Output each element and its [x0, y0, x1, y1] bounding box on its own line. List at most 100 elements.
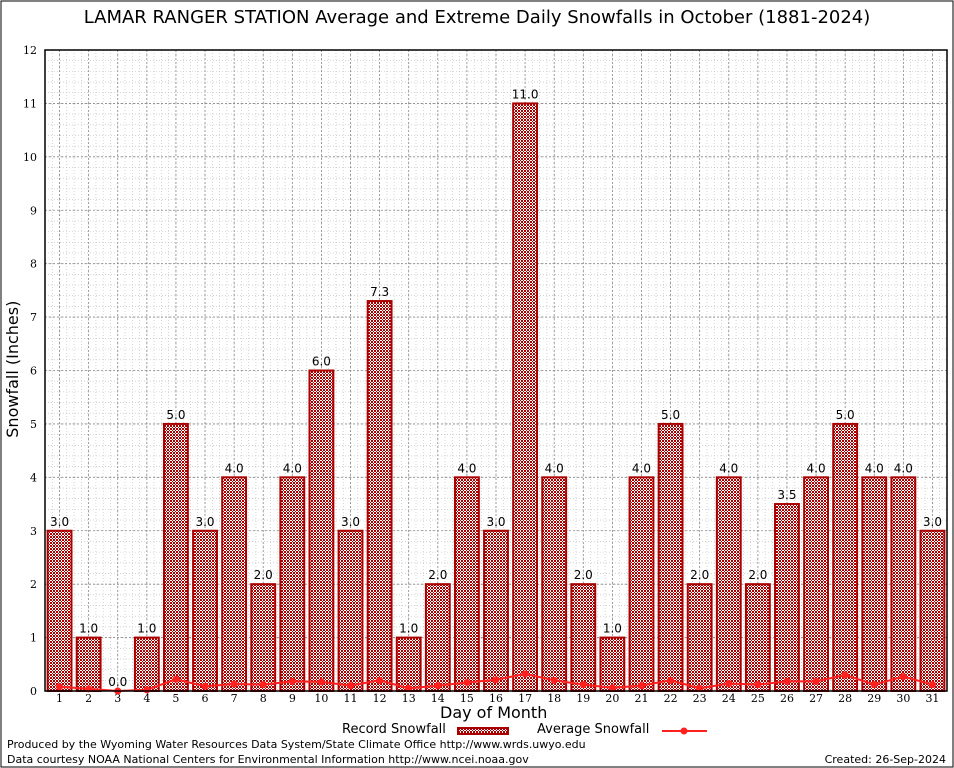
- legend-record-swatch: [457, 727, 509, 735]
- data-label: 4.0: [632, 461, 651, 475]
- data-label: 4.0: [457, 461, 476, 475]
- average-point-day-11: [347, 682, 355, 690]
- average-point-day-15: [463, 678, 471, 686]
- x-tick-label: 17: [518, 692, 532, 705]
- bar-record-day-30: [890, 476, 917, 693]
- x-tick-label: 5: [172, 692, 179, 705]
- bar-record-day-5: [163, 422, 189, 692]
- average-point-day-18: [550, 676, 558, 684]
- bar-record-day-29: [861, 476, 888, 693]
- y-tick-label: 10: [23, 151, 37, 164]
- x-tick-label: 13: [402, 692, 416, 705]
- x-tick-label: 30: [896, 692, 910, 705]
- x-tick-label: 2: [85, 692, 92, 705]
- average-point-day-29: [870, 681, 878, 689]
- y-tick-label: 11: [23, 97, 37, 110]
- footer-produced: Produced by the Wyoming Water Resources …: [7, 738, 586, 751]
- average-point-day-10: [317, 678, 325, 686]
- y-tick-label: 9: [30, 204, 37, 217]
- data-label: 3.0: [195, 515, 214, 529]
- bar-record-day-31: [919, 529, 946, 692]
- y-tick-label: 0: [30, 685, 37, 698]
- x-tick-label: 22: [664, 692, 678, 705]
- bar-record-day-20: [599, 636, 626, 692]
- average-point-day-17: [521, 670, 529, 678]
- footer-created: Created: 26-Sep-2024: [824, 753, 946, 766]
- data-label: 2.0: [690, 568, 709, 582]
- x-tick-label: 18: [547, 692, 561, 705]
- data-label: 5.0: [166, 408, 185, 422]
- data-label: 4.0: [545, 461, 564, 475]
- average-point-day-6: [201, 682, 209, 690]
- average-point-day-9: [288, 677, 296, 685]
- x-tick-label: 7: [231, 692, 238, 705]
- x-tick-label: 16: [489, 692, 503, 705]
- bar-record-day-24: [715, 476, 742, 693]
- average-point-day-23: [696, 684, 704, 692]
- x-tick-label: 19: [576, 692, 590, 705]
- data-label: 1.0: [79, 622, 98, 636]
- average-point-day-16: [492, 676, 500, 684]
- average-point-day-14: [434, 682, 442, 690]
- bar-record-day-26: [774, 503, 800, 692]
- x-tick-label: 21: [634, 692, 648, 705]
- x-tick-label: 29: [867, 692, 881, 705]
- bar-record-day-15: [453, 476, 480, 693]
- data-label: 0.0: [108, 675, 127, 689]
- data-label: 2.0: [428, 568, 447, 582]
- x-tick-label: 20: [605, 692, 619, 705]
- bar-record-day-27: [803, 476, 829, 693]
- bar-record-day-17: [512, 102, 539, 692]
- data-label: 2.0: [748, 568, 767, 582]
- data-label: 4.0: [225, 461, 244, 475]
- average-point-day-25: [754, 681, 762, 689]
- y-tick-label: 1: [30, 632, 37, 645]
- bar-record-day-9: [279, 476, 306, 693]
- bar-record-day-25: [744, 583, 771, 693]
- data-label: 3.0: [341, 515, 360, 529]
- average-point-day-22: [667, 676, 675, 684]
- x-axis-label: Day of Month: [440, 703, 548, 722]
- x-tick-label: 27: [809, 692, 823, 705]
- legend-record-label: Record Snowfall: [342, 722, 446, 737]
- data-label: 5.0: [836, 408, 855, 422]
- x-tick-label: 28: [838, 692, 852, 705]
- average-point-day-24: [725, 680, 733, 688]
- x-tick-label: 3: [114, 692, 121, 705]
- average-point-day-28: [841, 671, 849, 679]
- bar-record-day-4: [133, 636, 160, 692]
- bar-record-day-21: [628, 476, 655, 693]
- bar-record-day-13: [395, 636, 422, 692]
- data-label: 4.0: [807, 461, 826, 475]
- data-label: 3.5: [777, 488, 796, 502]
- x-tick-label: 1: [56, 692, 63, 705]
- data-label: 1.0: [603, 622, 622, 636]
- bar-record-day-1: [46, 529, 73, 692]
- data-label: 3.0: [50, 515, 69, 529]
- x-tick-label: 23: [693, 692, 707, 705]
- bar-record-day-2: [75, 636, 102, 692]
- average-point-day-21: [637, 682, 645, 690]
- data-label: 4.0: [894, 461, 913, 475]
- data-label: 1.0: [137, 622, 156, 636]
- average-point-day-7: [230, 680, 238, 688]
- x-tick-label: 10: [314, 692, 328, 705]
- average-point-day-27: [812, 677, 820, 685]
- data-label: 1.0: [399, 622, 418, 636]
- x-tick-label: 24: [722, 692, 736, 705]
- average-point-day-4: [143, 686, 151, 694]
- x-tick-label: 9: [289, 692, 296, 705]
- y-tick-label: 3: [30, 525, 37, 538]
- bar-record-day-16: [483, 529, 509, 692]
- chart-title: LAMAR RANGER STATION Average and Extreme…: [83, 7, 871, 28]
- average-point-day-26: [783, 677, 791, 685]
- average-point-day-13: [405, 684, 413, 692]
- y-tick-label: 12: [23, 44, 37, 57]
- footer-courtesy: Data courtesy NOAA National Centers for …: [7, 753, 529, 766]
- x-tick-label: 8: [260, 692, 267, 705]
- average-point-day-30: [899, 673, 907, 681]
- data-label: 11.0: [512, 87, 539, 101]
